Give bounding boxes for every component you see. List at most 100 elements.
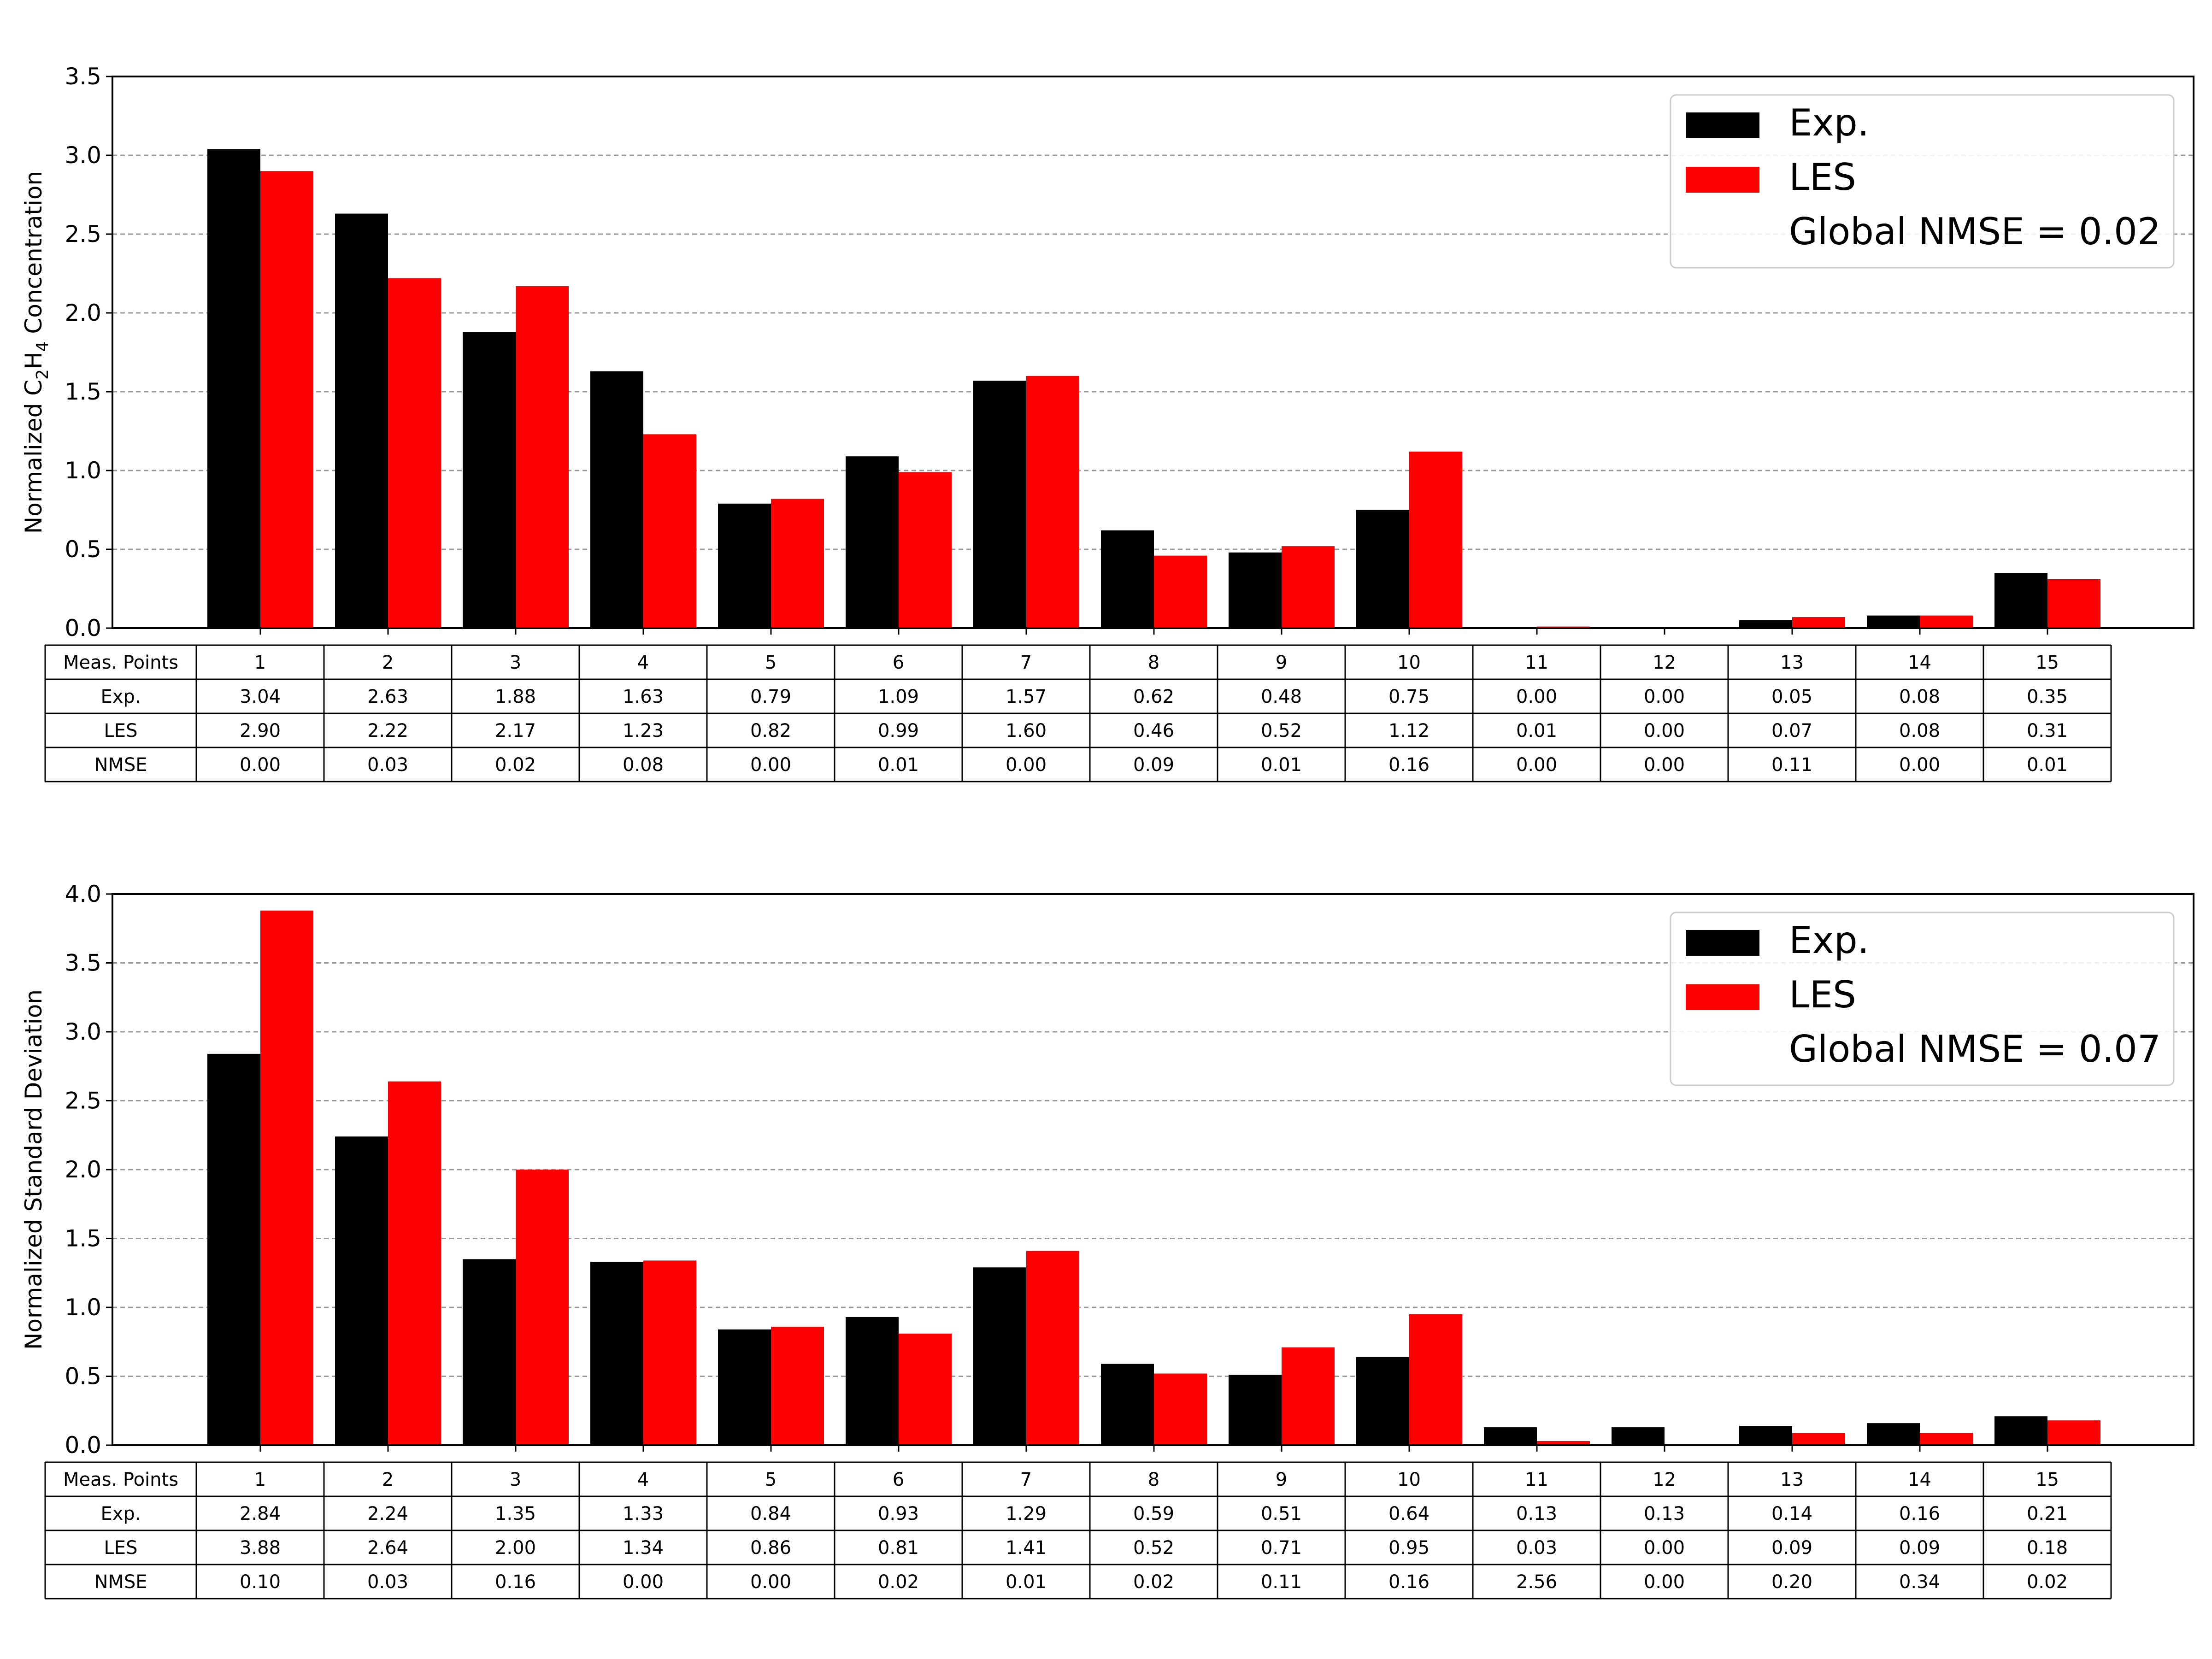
bar-exp-13 <box>1739 1426 1792 1445</box>
y-tick-label: 4.0 <box>65 881 101 907</box>
table-cell: 2.17 <box>495 720 536 741</box>
table-cell: 0.01 <box>1261 754 1302 776</box>
table-category-cell: 14 <box>1908 652 1931 673</box>
table-cell: 2.64 <box>367 1537 408 1559</box>
bar-exp-5 <box>718 1329 771 1445</box>
y-tick-label: 3.0 <box>65 142 101 169</box>
table-category-cell: 1 <box>254 1469 266 1490</box>
table-cell: 0.01 <box>1006 1571 1047 1593</box>
table-cell: 0.00 <box>750 754 791 776</box>
y-axis-label: Normalized Standard Deviation <box>20 989 47 1350</box>
legend-swatch-les <box>1686 984 1759 1010</box>
table-cell: 0.11 <box>1771 754 1812 776</box>
bar-les-8 <box>1154 1373 1207 1445</box>
table-row-label: NMSE <box>94 1571 147 1593</box>
table-category-cell: 7 <box>1020 1469 1032 1490</box>
table-cell: 0.03 <box>367 754 408 776</box>
table-cell: 0.02 <box>1133 1571 1174 1593</box>
legend-global-nmse: Global NMSE = 0.07 <box>1789 1028 2161 1071</box>
table-cell: 0.00 <box>1516 686 1557 707</box>
table-cell: 2.90 <box>240 720 281 741</box>
bar-exp-1 <box>207 149 260 628</box>
table-cell: 0.00 <box>750 1571 791 1593</box>
bar-les-15 <box>2047 1420 2100 1445</box>
legend-swatch-exp <box>1686 112 1759 138</box>
bar-exp-9 <box>1229 1375 1282 1445</box>
table-cell: 0.01 <box>2027 754 2068 776</box>
y-axis-label-subscript: 2 <box>33 369 52 380</box>
legend-label: Exp. <box>1789 101 1869 144</box>
table-cell: 0.00 <box>1644 686 1685 707</box>
table-cell: 0.31 <box>2027 720 2068 741</box>
table-category-cell: 12 <box>1653 652 1676 673</box>
y-axis-label-part: H <box>20 352 47 369</box>
bar-les-9 <box>1282 546 1335 628</box>
table-category-cell: 5 <box>765 652 777 673</box>
table-cell: 1.12 <box>1388 720 1430 741</box>
table-category-cell: 7 <box>1020 652 1032 673</box>
table-cell: 0.21 <box>2027 1503 2068 1524</box>
table-cell: 1.23 <box>623 720 664 741</box>
bar-les-1 <box>260 171 313 628</box>
table-cell: 1.29 <box>1006 1503 1047 1524</box>
concentration-chart: 0.0 0.5 1.0 1.5 2.0 2.5 3.0 3.5 Normalized C2H4 … <box>20 63 2194 782</box>
bar-exp-15 <box>1994 1416 2047 1445</box>
bar-les-2 <box>388 278 441 628</box>
bar-exp-2 <box>335 1136 388 1445</box>
table-cell: 3.04 <box>240 686 281 707</box>
table-cell: 1.35 <box>495 1503 536 1524</box>
table-cell: 0.11 <box>1261 1571 1302 1593</box>
table-cell: 0.64 <box>1388 1503 1430 1524</box>
bar-exp-8 <box>1101 530 1154 628</box>
legend-label: LES <box>1789 973 1856 1016</box>
table-row-label: NMSE <box>94 754 147 776</box>
table-cell: 0.13 <box>1644 1503 1685 1524</box>
table-cell: 1.63 <box>623 686 664 707</box>
table-cell: 0.95 <box>1388 1537 1430 1559</box>
std-deviation-chart: 0.0 0.5 1.0 1.5 2.0 2.5 3.0 3.5 4.0 Normalized St… <box>20 881 2194 1600</box>
table-cell: 0.84 <box>750 1503 791 1524</box>
table-cell: 0.52 <box>1261 720 1302 741</box>
bar-les-9 <box>1282 1347 1335 1445</box>
table-cell: 0.51 <box>1261 1503 1302 1524</box>
table-cell: 0.35 <box>2027 686 2068 707</box>
table-cell: 2.56 <box>1516 1571 1557 1593</box>
table-category-cell: 9 <box>1276 1469 1287 1490</box>
table-cell: 0.07 <box>1771 720 1812 741</box>
bar-exp-3 <box>463 332 516 628</box>
table-category-cell: 4 <box>637 1469 649 1490</box>
bar-les-7 <box>1026 1251 1079 1445</box>
bar-exp-1 <box>207 1053 260 1445</box>
bar-les-7 <box>1026 376 1079 628</box>
table-cell: 0.00 <box>1644 720 1685 741</box>
table-row-label: LES <box>104 1537 138 1559</box>
y-tick-label: 3.5 <box>65 950 101 977</box>
table-cell: 0.62 <box>1133 686 1174 707</box>
bar-les-4 <box>643 1260 696 1445</box>
table-category-cell: 6 <box>893 652 904 673</box>
table-cell: 0.71 <box>1261 1537 1302 1559</box>
table-row-label: Exp. <box>100 1503 141 1524</box>
table-row-label: LES <box>104 720 138 741</box>
table-cell: 0.20 <box>1771 1571 1812 1593</box>
bar-les-6 <box>899 472 952 628</box>
table-category-cell: 2 <box>382 652 394 673</box>
bar-exp-7 <box>973 381 1026 628</box>
table-cell: 0.09 <box>1133 754 1174 776</box>
y-tick-label: 0.5 <box>65 536 101 563</box>
bar-exp-2 <box>335 213 388 628</box>
bar-les-14 <box>1920 615 1973 628</box>
table-cell: 0.14 <box>1771 1503 1812 1524</box>
bar-les-13 <box>1792 617 1845 628</box>
table-category-cell: 15 <box>2036 1469 2059 1490</box>
table-cell: 0.75 <box>1388 686 1430 707</box>
table-cell: 0.16 <box>495 1571 536 1593</box>
bar-exp-14 <box>1867 615 1920 628</box>
bar-exp-13 <box>1739 620 1792 628</box>
table-cell: 2.84 <box>240 1503 281 1524</box>
bar-exp-6 <box>846 456 899 628</box>
table-cell: 0.01 <box>878 754 919 776</box>
